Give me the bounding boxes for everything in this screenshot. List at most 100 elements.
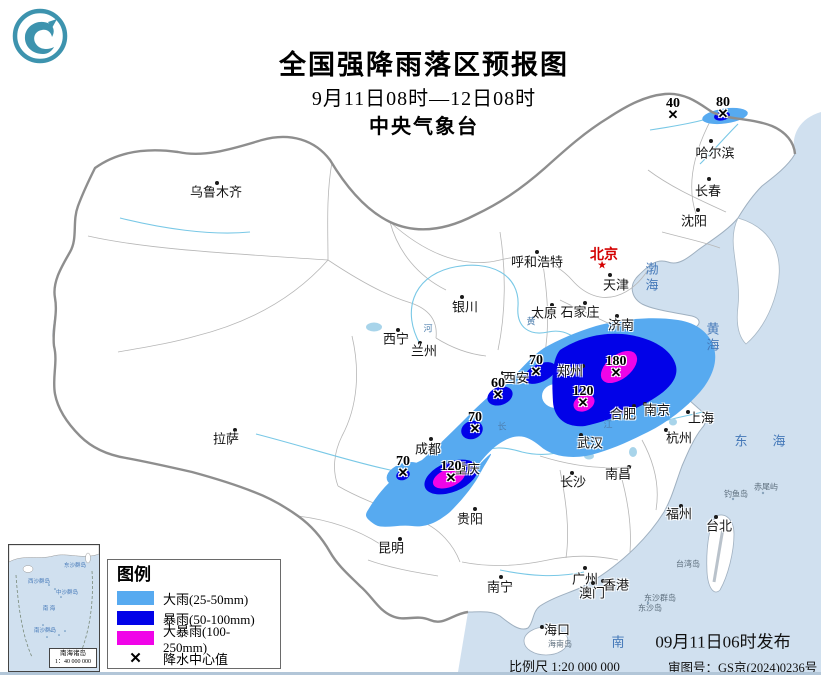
city-label: 南京 [643, 402, 671, 418]
city-label: 重庆 [453, 461, 481, 477]
river-label: 长 [497, 421, 507, 432]
city-dot [535, 250, 539, 254]
island-label: 海南岛 [548, 639, 572, 649]
sea-label: 渤 [645, 261, 659, 277]
legend-box: 图例 大雨(25-50mm) 暴雨(50-100mm) 大暴雨(100-250mm)… [107, 559, 281, 669]
precip-center-value: 70 [468, 410, 482, 425]
inset-sea-label: 东沙群岛 [63, 563, 87, 569]
city-dot [418, 341, 422, 345]
city-label: 海口 [543, 622, 571, 638]
city-dot [499, 575, 503, 579]
city-dot [643, 402, 647, 406]
severe-rainstorm-areas [432, 350, 638, 489]
precip-center-mark: ✕ [577, 395, 589, 410]
city-label: 沈阳 [680, 213, 708, 229]
city-label: 武汉 [576, 435, 604, 451]
city-dot [664, 428, 668, 432]
city-label: 贵阳 [456, 511, 484, 527]
city-dot [215, 181, 219, 185]
precip-center-mark: ✕ [530, 364, 542, 379]
small-islands [646, 491, 765, 640]
poyang-lake [629, 447, 637, 457]
precip-center-mark: ✕ [610, 365, 622, 380]
city-dot [460, 295, 464, 299]
city-dot [583, 566, 587, 570]
precip-center-value: 40 [666, 96, 680, 111]
precip-center-value: 70 [529, 353, 543, 368]
sea-label: 东 [734, 433, 748, 449]
korea-peninsula [732, 217, 780, 345]
city-dot [550, 303, 554, 307]
city-label: 成都 [414, 441, 442, 457]
city-label: 台北 [705, 518, 733, 534]
inset-sea-label: 中沙群岛 [55, 590, 79, 596]
cma-logo [12, 8, 68, 64]
legend-swatch [117, 591, 154, 605]
city-dot [583, 301, 587, 305]
city-dot [696, 208, 700, 212]
sea-label: 黄 [706, 321, 720, 337]
sea-label: 海 [706, 337, 720, 353]
city-label: 西安 [502, 370, 530, 386]
precip-center-mark: ✕ [492, 387, 504, 402]
inset-sea-label: 西沙群岛 [27, 579, 51, 585]
city-label: 福州 [665, 506, 693, 522]
city-dot [608, 273, 612, 277]
precip-center-value: 120 [572, 384, 594, 399]
city-label: 杭州 [665, 430, 693, 446]
sea-label: 海 [645, 277, 659, 293]
city-label: 合肥 [609, 406, 637, 422]
agency-name: 中央气象台 [369, 116, 479, 138]
songhua-river [699, 123, 739, 165]
city-dot [601, 579, 605, 583]
precip-center-mark: ✕ [469, 421, 481, 436]
precip-center-value: 80 [716, 95, 730, 110]
precip-center-mark: ✕ [445, 470, 457, 485]
island-label: 东沙群岛 [644, 593, 676, 603]
precip-center-mark: ✕ [717, 106, 729, 121]
inset-title-box: 南海诸岛 1：40 000 000 [49, 648, 97, 668]
city-label: 澳门 [578, 585, 606, 601]
city-label: 太原 [530, 305, 558, 321]
city-label: 昆明 [377, 540, 405, 556]
city-label: 南昌 [604, 466, 632, 482]
city-dot [396, 328, 400, 332]
taiwan-island [706, 514, 735, 593]
pearl-river [499, 569, 585, 577]
inset-scale: 1：40 000 000 [54, 659, 91, 665]
city-dot [615, 314, 619, 318]
island-label: 东沙岛 [638, 603, 662, 613]
legend-title: 图例 [117, 565, 151, 584]
city-dot [398, 537, 402, 541]
forecast-period: 9月11日08时—12日08时 [311, 88, 537, 110]
sea-label: 海 [772, 433, 786, 449]
approval-number: 审图号：GS京(2024)0236号 [668, 661, 818, 675]
legend-item-label: 大暴雨(100-250mm) [163, 623, 231, 655]
legend-item-label: 大雨(25-50mm) [163, 591, 249, 607]
qinghai-lake [366, 322, 382, 332]
river-label: 黄 [526, 316, 536, 327]
city-dot [501, 371, 505, 375]
city-dot [473, 507, 477, 511]
precip-center-value: 180 [605, 354, 627, 369]
city-dot [579, 433, 583, 437]
city-label: 香港 [602, 577, 630, 593]
city-dot [627, 465, 631, 469]
page-title: 全国强降雨落区预报图 [279, 50, 569, 80]
sea-label: 南 [611, 634, 625, 650]
city-label: 天津 [602, 277, 630, 293]
map-frame-bottom [0, 672, 821, 675]
map-header: 全国强降雨落区预报图 9月11日08时—12日08时 中央气象台 [279, 50, 569, 140]
city-label: 长春 [694, 183, 722, 199]
city-dot [679, 504, 683, 508]
inset-sea-label: 南 海 [42, 606, 56, 612]
island-label: 赤尾屿 [754, 482, 778, 492]
city-label: 西宁 [382, 331, 410, 347]
city-label: 乌鲁木齐 [189, 184, 243, 200]
city-label: 哈尔滨 [695, 145, 735, 161]
legend-swatch [117, 631, 154, 645]
legend-marker-label: 降水中心值 [163, 651, 229, 667]
river-label: 江 [603, 419, 613, 430]
